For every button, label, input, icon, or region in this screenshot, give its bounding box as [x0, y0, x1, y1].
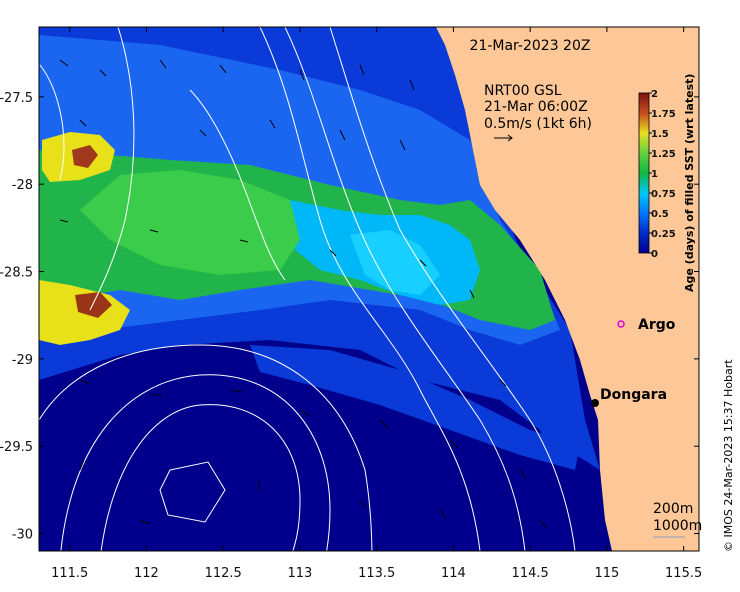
x-tick-label: 114.5 — [512, 566, 549, 581]
colorbar-tick-label: 1.5 — [651, 129, 669, 140]
argo-marker-icon — [617, 320, 625, 328]
colorbar-tick-label: 0.25 — [651, 229, 676, 240]
x-tick-label: 113.5 — [358, 566, 395, 581]
depth-legend-200m: 200m — [653, 501, 693, 517]
ocean-bright-green-region — [80, 170, 300, 275]
product-line-2: 21-Mar 06:00Z — [484, 99, 588, 115]
contour-lines — [39, 27, 576, 551]
colorbar-title: Age (days) of filled SST (wrt latest) — [683, 74, 696, 292]
map-date-label: 21-Mar-2023 20Z — [470, 38, 591, 54]
x-tick-label: 112 — [134, 566, 159, 581]
credit-text: © IMOS 24-Mar-2023 15:37 Hobart — [722, 359, 735, 552]
colorbar-tick-label: 1.25 — [651, 149, 676, 160]
depth-legend-1000m: 1000m — [653, 518, 702, 534]
x-tick-label: 113 — [288, 566, 313, 581]
ocean-deep-south-region — [39, 350, 620, 551]
map-plot-area — [39, 27, 699, 551]
dongara-marker-icon — [591, 399, 599, 407]
ocean-cyan-patch — [350, 230, 440, 295]
colorbar — [638, 92, 650, 254]
dongara-label: Dongara — [600, 387, 667, 403]
product-line-1: NRT00 GSL — [484, 83, 562, 99]
current-vectors — [59, 59, 547, 529]
colorbar-tick-label: 2 — [651, 89, 658, 100]
colorbar-tick-label: 1 — [651, 169, 658, 180]
y-axis-ticks: -27.5 -28 -28.5 -29 -29.5 -30 — [0, 91, 699, 543]
colorbar-tick-label: 0 — [651, 249, 658, 260]
colorbar-tick-label: 1.75 — [651, 109, 676, 120]
x-tick-label: 114 — [441, 566, 466, 581]
land-mass — [436, 27, 699, 551]
y-tick-label: -29 — [12, 353, 33, 368]
product-line-3: 0.5m/s (1kt 6h) — [484, 116, 592, 132]
argo-label: Argo — [638, 317, 676, 333]
ocean-red-patch-north — [72, 145, 98, 168]
y-tick-label: -28.5 — [0, 266, 33, 281]
x-tick-label: 111.5 — [51, 566, 88, 581]
x-tick-label: 112.5 — [205, 566, 242, 581]
x-axis-ticks: 111.5 112 112.5 113 113.5 114 114.5 115 115.5 — [51, 27, 702, 581]
ocean-red-patch-south — [75, 292, 112, 318]
scale-arrow-icon — [494, 134, 513, 142]
y-tick-label: -29.5 — [0, 440, 33, 455]
plot-frame — [38, 26, 700, 552]
y-tick-label: -27.5 — [0, 91, 33, 106]
y-tick-label: -30 — [12, 528, 33, 543]
x-tick-label: 115.5 — [665, 566, 702, 581]
y-tick-label: -28 — [12, 178, 33, 193]
ocean-blue-tongue — [250, 345, 580, 470]
colorbar-tick-label: 0.5 — [651, 209, 669, 220]
colorbar-ticks: 2 1.75 1.5 1.25 1 0.75 0.5 0.25 0 — [649, 89, 676, 260]
x-tick-label: 115 — [594, 566, 619, 581]
colorbar-tick-label: 0.75 — [651, 189, 676, 200]
